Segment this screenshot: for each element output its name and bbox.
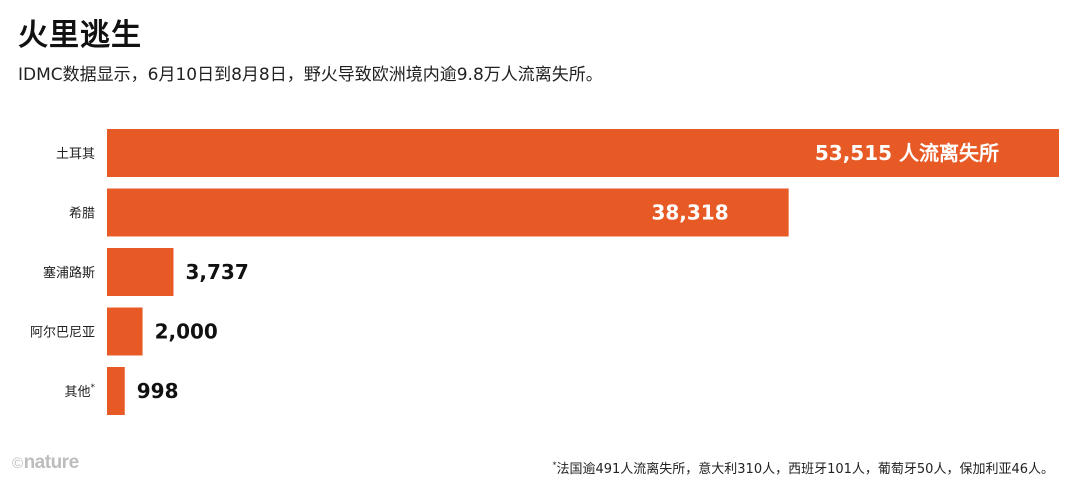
nature-logo: ©nature <box>12 452 79 474</box>
bar-4 <box>107 367 125 415</box>
category-label-0: 土耳其 <box>56 147 95 162</box>
bar-1 <box>107 188 789 237</box>
data-label-0: 53,515 人流离失所 <box>815 141 999 165</box>
logo-text: nature <box>23 452 80 473</box>
category-label-1: 希腊 <box>69 207 95 222</box>
copyright-icon: © <box>12 455 23 472</box>
data-label-4: 998 <box>137 379 179 403</box>
bar-2 <box>107 248 174 296</box>
bar-3 <box>107 307 143 356</box>
footnote-marker: * <box>552 460 557 470</box>
chart-subtitle: IDMC数据显示，6月10日到8月8日，野火导致欧洲境内逾9.8万人流离失所。 <box>18 65 603 85</box>
footnote: *法国逾491人流离失所，意大利310人，西班牙101人，葡萄牙50人，保加利亚… <box>552 458 1054 477</box>
data-label-2: 3,737 <box>185 260 248 284</box>
footnote-text: 法国逾491人流离失所，意大利310人，西班牙101人，葡萄牙50人，保加利亚4… <box>556 462 1054 477</box>
bar-0 <box>107 129 1059 177</box>
data-label-1: 38,318 <box>651 201 728 225</box>
category-label-4: 其他* <box>64 383 95 400</box>
data-label-3: 2,000 <box>155 320 218 344</box>
category-label-2: 塞浦路斯 <box>43 265 95 281</box>
chart-title: 火里逃生 <box>18 18 142 53</box>
category-label-3: 阿尔巴尼亚 <box>30 326 95 341</box>
